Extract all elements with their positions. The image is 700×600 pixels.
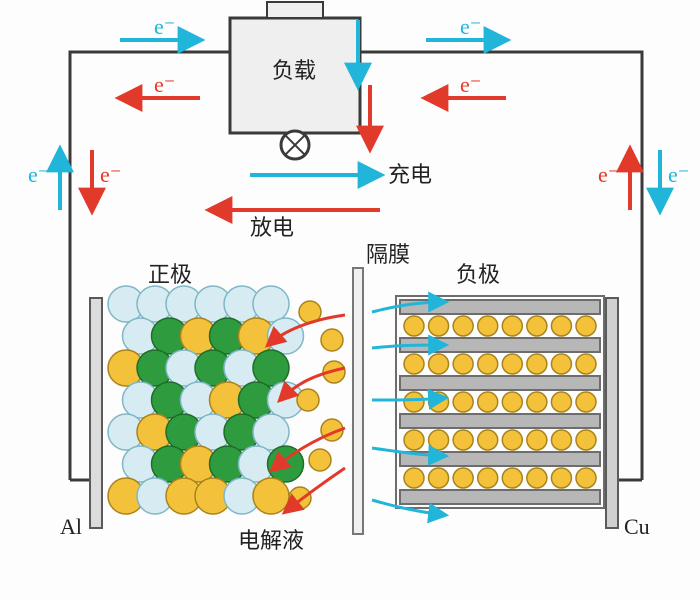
anode-ion <box>576 316 596 336</box>
anode-ion <box>551 468 571 488</box>
separator <box>353 268 363 534</box>
discharge-label: 放电 <box>250 215 294 240</box>
electron-label: e⁻ <box>154 72 175 97</box>
anode-ion <box>453 430 473 450</box>
anode-ion <box>429 392 449 412</box>
anode-ion <box>551 354 571 374</box>
anode-ion <box>453 392 473 412</box>
anode-ion <box>453 468 473 488</box>
electron-label: e⁻ <box>100 162 121 187</box>
anode-ion <box>527 468 547 488</box>
cathode-particle <box>253 286 289 322</box>
electron-label: e⁻ <box>460 72 481 97</box>
anode-ion <box>453 354 473 374</box>
anode-ion <box>429 316 449 336</box>
electron-label: e⁻ <box>460 14 481 39</box>
battery-diagram: 负载 e⁻ e⁻ e⁻ e⁻ e⁻ e⁻ e⁻ e⁻ 充电放电正极 负极 隔膜 Al Cu 电解液 <box>0 0 700 600</box>
anode-ion <box>478 354 498 374</box>
cathode-particle <box>253 478 289 514</box>
anode-layer <box>400 414 600 428</box>
separator-label: 隔膜 <box>366 242 410 267</box>
al-plate <box>90 298 102 528</box>
anode-ion <box>404 354 424 374</box>
anode-ion <box>429 430 449 450</box>
cu-label: Cu <box>624 514 650 539</box>
cathode-particle <box>268 318 304 354</box>
anode-ion <box>576 354 596 374</box>
anode-ion <box>502 392 522 412</box>
anode-ion <box>453 316 473 336</box>
negative-label: 负极 <box>456 262 500 287</box>
anode-ion <box>551 430 571 450</box>
anode-ion <box>404 392 424 412</box>
load-label: 负载 <box>272 58 316 83</box>
anode-ion <box>478 430 498 450</box>
anode-ion <box>429 468 449 488</box>
anode-ion <box>404 316 424 336</box>
free-ion <box>309 449 331 471</box>
anode-ion <box>478 468 498 488</box>
electron-label: e⁻ <box>668 162 689 187</box>
electrolyte-label: 电解液 <box>238 528 304 553</box>
anode-ion <box>576 468 596 488</box>
anode-ion <box>478 316 498 336</box>
anode-ion <box>576 392 596 412</box>
anode-ion <box>478 392 498 412</box>
anode-ion <box>551 392 571 412</box>
anode-ion <box>576 430 596 450</box>
anode-ion <box>551 316 571 336</box>
electron-label: e⁻ <box>154 14 175 39</box>
cathode-particle <box>253 350 289 386</box>
free-ion <box>321 329 343 351</box>
anode-ion <box>502 468 522 488</box>
positive-label: 正极 <box>148 262 192 287</box>
anode-layer <box>400 376 600 390</box>
cathode-particle <box>253 414 289 450</box>
anode-ion <box>502 430 522 450</box>
anode-ion <box>429 354 449 374</box>
anode-ion <box>502 316 522 336</box>
ion-arrow-charge <box>372 398 445 400</box>
free-ion <box>297 389 319 411</box>
electron-label: e⁻ <box>598 162 619 187</box>
cu-plate <box>606 298 618 528</box>
anode-ion <box>527 430 547 450</box>
charge-label: 充电 <box>388 162 432 187</box>
anode-ion <box>404 468 424 488</box>
anode-ion <box>502 354 522 374</box>
electron-label: e⁻ <box>28 162 49 187</box>
anode-ion <box>404 430 424 450</box>
al-label: Al <box>60 514 82 539</box>
anode-layer <box>400 490 600 504</box>
anode-ion <box>527 392 547 412</box>
anode-ion <box>527 354 547 374</box>
anode-ion <box>527 316 547 336</box>
